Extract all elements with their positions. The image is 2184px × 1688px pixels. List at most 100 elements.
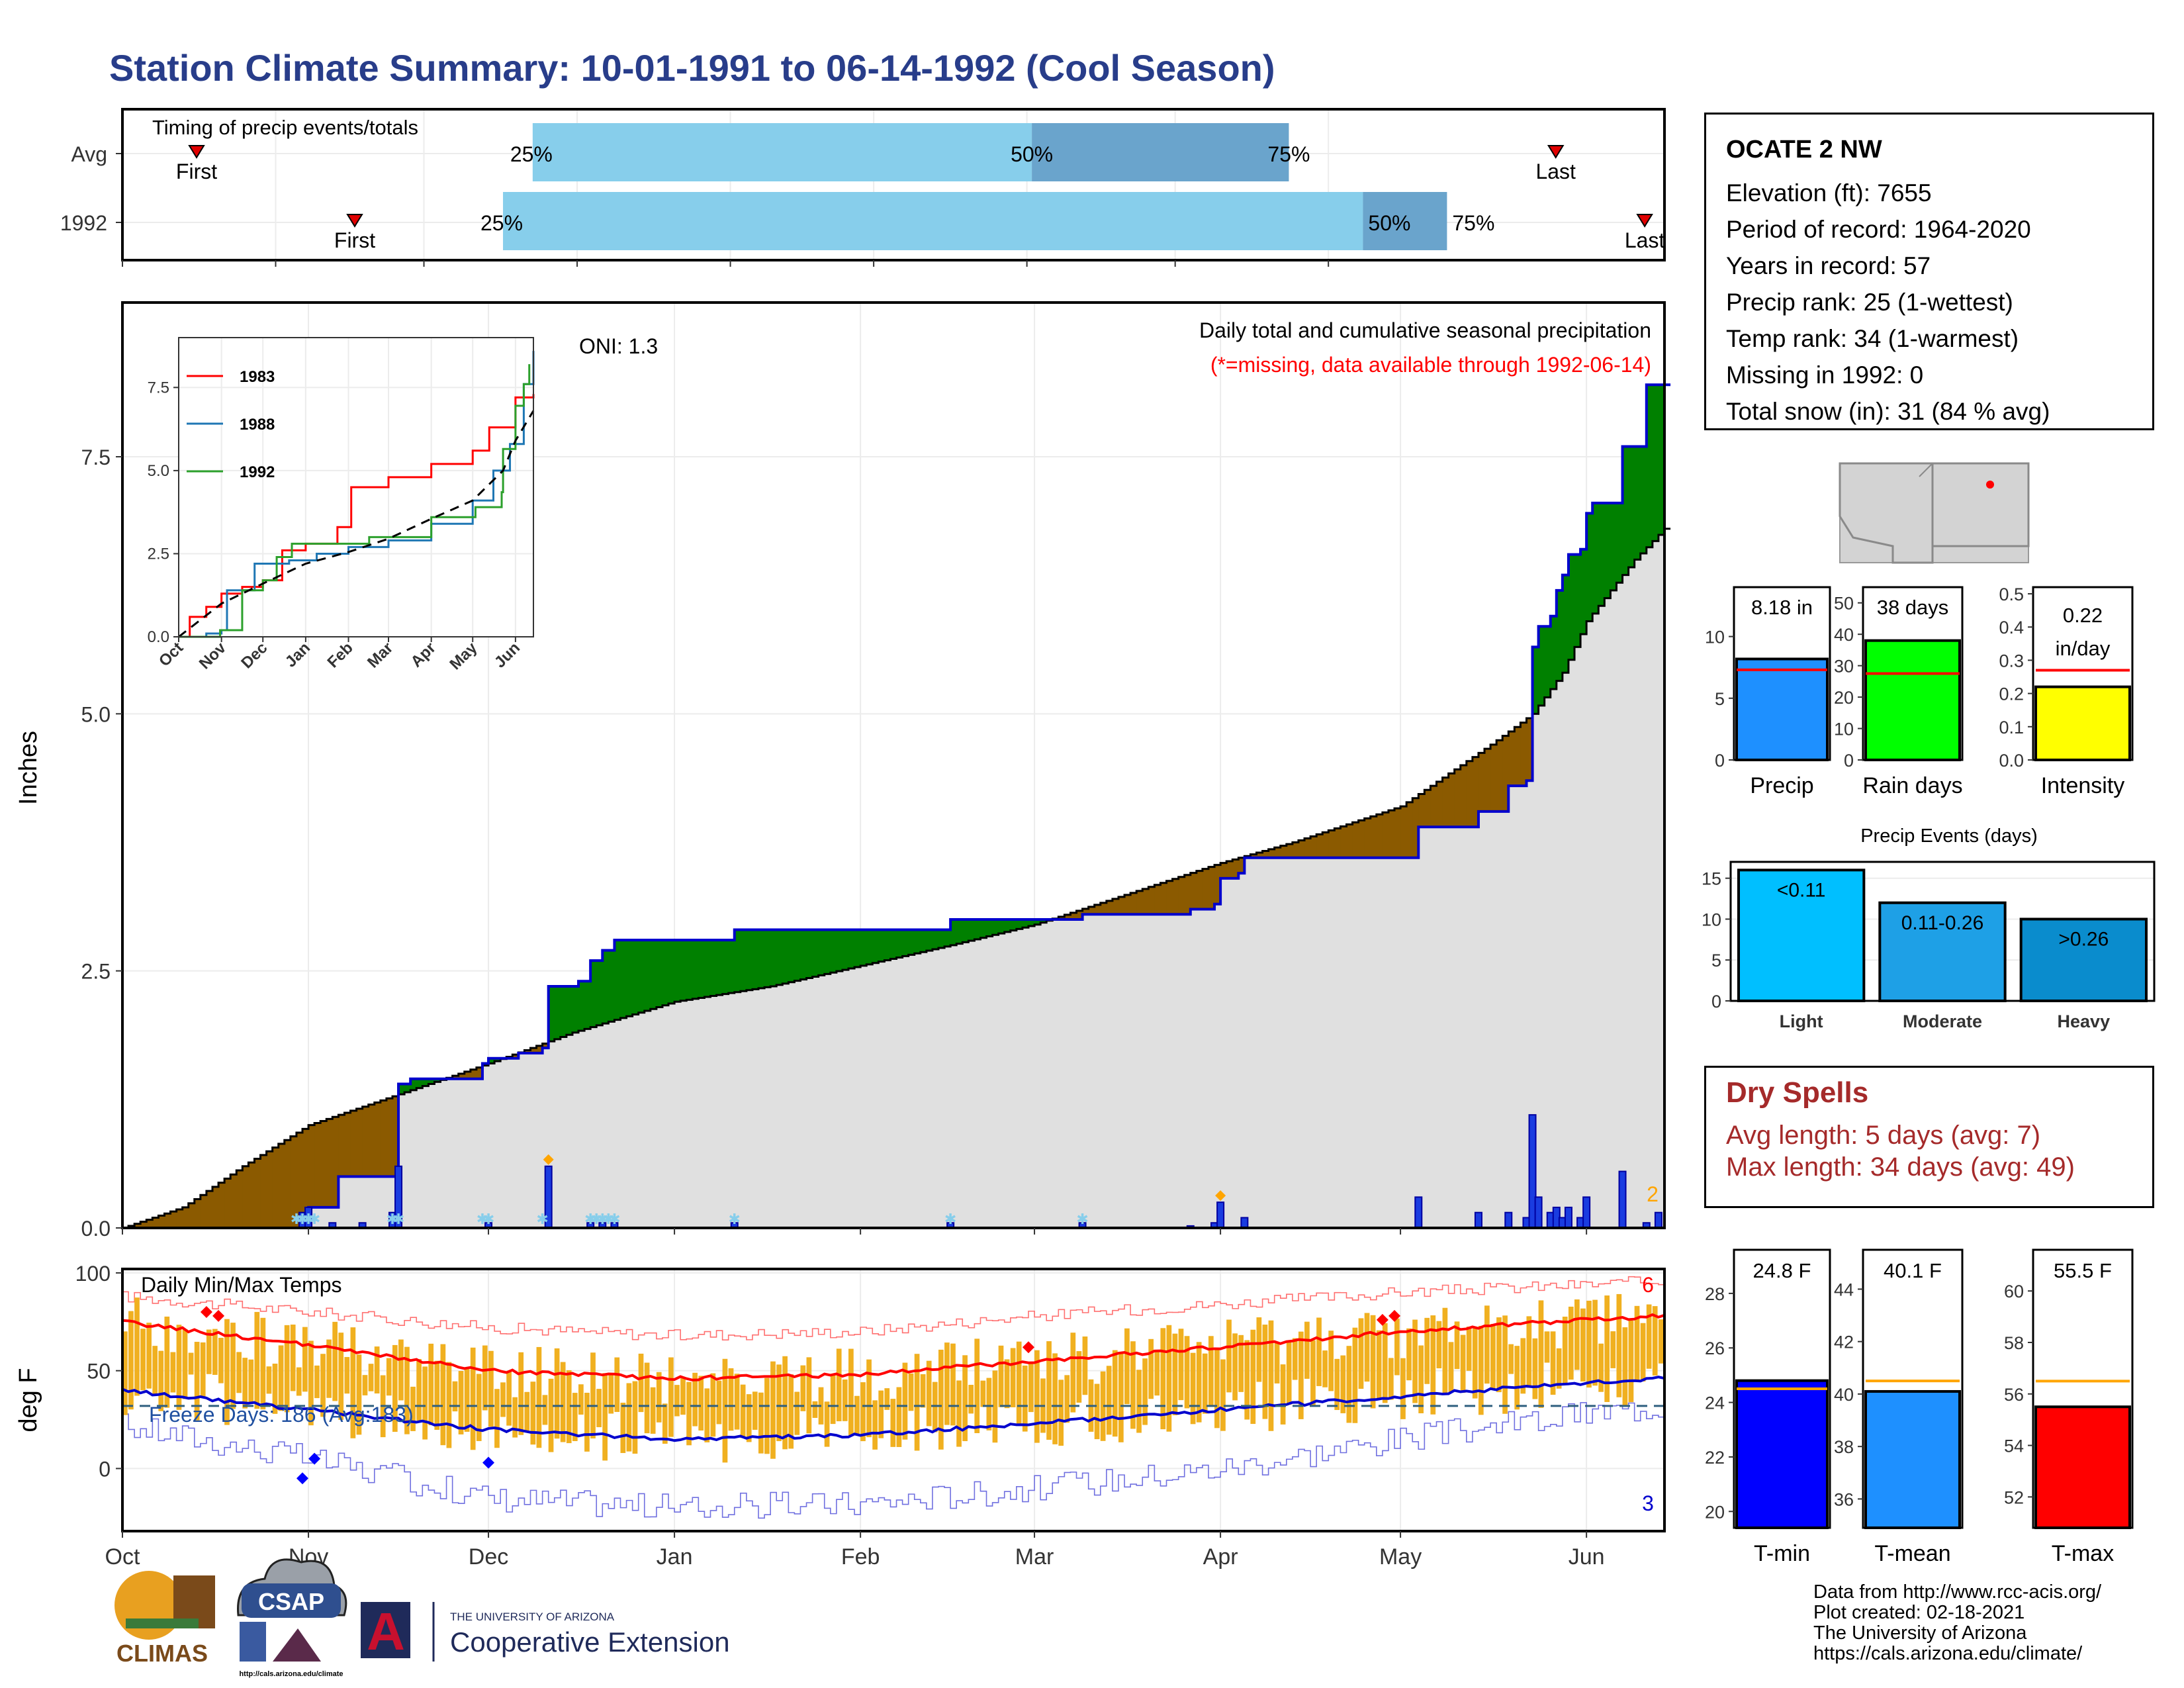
- daily-temp-bar: [350, 1327, 356, 1438]
- daily-temp-bar: [704, 1388, 710, 1442]
- daily-temp-bar: [1598, 1343, 1604, 1392]
- below-average-fill: [242, 1166, 249, 1228]
- below-average-fill: [1298, 840, 1305, 858]
- t-min-bar: [1735, 1379, 1829, 1529]
- average-area-fill: [1034, 924, 1041, 1228]
- daily-temp-bar: [584, 1392, 590, 1452]
- daily-temp-bar: [1490, 1324, 1496, 1389]
- station-location-marker: [1986, 481, 1994, 489]
- daily-temp-bar: [1202, 1353, 1208, 1414]
- t-max-label: T-max: [2052, 1541, 2114, 1566]
- daily-temp-bar: [554, 1348, 560, 1439]
- t-mean-frame: [1862, 1248, 1964, 1529]
- daily-temp-bar: [1586, 1300, 1592, 1388]
- daily-temp-bar: [890, 1399, 896, 1447]
- average-area-fill: [1010, 930, 1017, 1228]
- average-area-fill: [566, 1035, 573, 1228]
- above-average-fill: [950, 919, 957, 945]
- average-area-fill: [1460, 827, 1467, 1228]
- daily-temp-bar: [470, 1347, 476, 1450]
- t-mean-value-label: 40.1 F: [1884, 1259, 1942, 1282]
- daily-temp-bar: [1064, 1375, 1070, 1423]
- average-area-fill: [992, 935, 999, 1228]
- t-min-y-tick-label: 20: [1705, 1502, 1725, 1522]
- max-daily-marker: [543, 1154, 554, 1165]
- below-average-fill: [1238, 857, 1245, 874]
- rain-days-value-label: 38 days: [1877, 596, 1949, 619]
- daily-temp-bar: [1526, 1316, 1532, 1388]
- daily-temp-bar: [386, 1358, 392, 1396]
- below-average-fill: [1322, 832, 1329, 858]
- below-average-fill: [1430, 786, 1437, 827]
- precip-value-label: 8.18 in: [1751, 596, 1813, 619]
- average-area-fill: [770, 986, 777, 1228]
- average-area-fill: [1418, 827, 1425, 1228]
- precip-frame: [121, 301, 1666, 1229]
- daily-temp-bar: [1574, 1299, 1580, 1370]
- average-area-fill: [1322, 857, 1329, 1228]
- below-average-fill: [1070, 912, 1077, 919]
- below-average-fill: [332, 1117, 339, 1207]
- precip-y-tick-label: 5.0: [81, 702, 111, 726]
- below-average-fill: [218, 1182, 225, 1228]
- average-area-fill: [1508, 786, 1515, 1228]
- daily-temp-bar: [1280, 1364, 1286, 1425]
- daily-temp-bar: [1070, 1333, 1076, 1413]
- below-average-fill: [314, 1123, 321, 1207]
- above-average-fill: [1610, 502, 1617, 590]
- daily-temp-bar: [272, 1364, 278, 1414]
- daily-temp-bar: [1622, 1327, 1628, 1406]
- below-average-fill: [1208, 867, 1215, 910]
- ua-small-text: THE UNIVERSITY OF ARIZONA: [450, 1611, 615, 1623]
- below-average-fill: [1484, 749, 1491, 812]
- daily-temp-bar: [1016, 1341, 1022, 1425]
- daily-temp-bar: [1484, 1305, 1490, 1384]
- daily-temp-bar: [800, 1365, 806, 1411]
- average-area-fill: [758, 988, 765, 1228]
- below-average-fill: [1196, 870, 1203, 910]
- oni-label: ONI: 1.3: [579, 334, 658, 358]
- average-area-fill: [1022, 927, 1029, 1228]
- below-average-fill: [1364, 818, 1371, 858]
- average-min-temp-line: [122, 1376, 1665, 1442]
- average-area-fill: [1238, 873, 1245, 1228]
- above-average-fill: [662, 940, 669, 1006]
- average-area-fill: [338, 1176, 345, 1228]
- daily-temp-bar: [332, 1321, 338, 1401]
- record-high-marker: [1022, 1341, 1034, 1354]
- average-area-fill: [806, 978, 813, 1228]
- snow-day-marker: ✱: [608, 1211, 620, 1227]
- event-bar-label: <0.11: [1777, 879, 1826, 901]
- daily-temp-bar: [1118, 1352, 1124, 1442]
- daily-temp-bar: [1550, 1331, 1556, 1395]
- average-area-fill: [1514, 786, 1522, 1228]
- average-area-fill: [1424, 827, 1432, 1228]
- average-area-fill: [1196, 909, 1203, 1228]
- event-bar-light: [1737, 868, 1866, 1002]
- average-cumulative-line: [122, 528, 1671, 1229]
- below-average-fill: [1256, 853, 1263, 858]
- daily-temp-bar: [662, 1403, 668, 1444]
- above-average-fill: [1028, 919, 1035, 926]
- snow-day-marker: ✱: [477, 1211, 488, 1227]
- record-high-marker: [212, 1309, 225, 1322]
- events-y-tick-label: 15: [1702, 869, 1721, 889]
- snow-day-marker: ✱: [944, 1211, 956, 1227]
- average-area-fill: [710, 996, 717, 1228]
- t-mean-y-tick-label: 44: [1834, 1280, 1854, 1299]
- above-average-fill: [1598, 502, 1605, 606]
- above-average-fill: [866, 929, 873, 964]
- daily-temp-bar: [158, 1350, 164, 1411]
- average-area-fill: [950, 945, 957, 1228]
- below-average-fill: [1520, 722, 1527, 786]
- climas-sun-icon: [114, 1571, 183, 1640]
- below-average-fill: [188, 1203, 195, 1228]
- below-average-fill: [1502, 735, 1509, 812]
- below-average-fill: [1508, 731, 1515, 786]
- above-average-fill: [932, 929, 939, 950]
- above-average-fill: [566, 986, 573, 1035]
- above-average-fill: [728, 940, 735, 994]
- last-event-label: Last: [1625, 228, 1665, 252]
- below-average-fill: [224, 1178, 231, 1228]
- event-category-label: Moderate: [1903, 1011, 1982, 1031]
